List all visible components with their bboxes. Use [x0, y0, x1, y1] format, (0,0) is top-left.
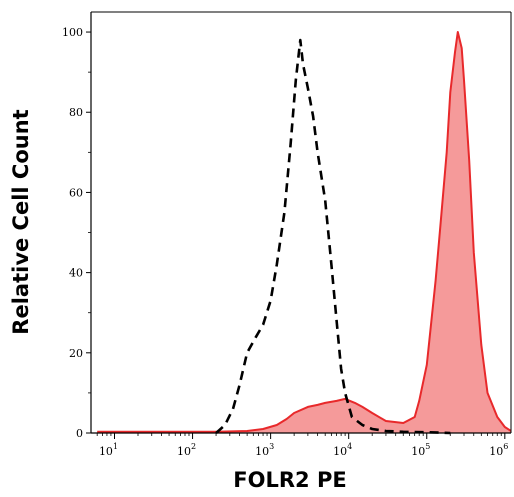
x-tick-label: 102 [177, 442, 196, 458]
x-tick-label: 101 [99, 442, 118, 458]
y-tick-label: 40 [69, 267, 83, 280]
ticks: 0 20 40 60 80 100 101 102 103 104 105 106 [62, 26, 508, 458]
y-tick-label: 20 [69, 347, 83, 360]
y-tick-label: 60 [69, 186, 83, 199]
x-tick-label: 104 [333, 442, 352, 458]
filled-histogram-outline [97, 31, 512, 433]
x-axis-title: FOLR2 PE [233, 468, 346, 492]
x-tick-label: 105 [411, 442, 430, 458]
y-tick-label: 100 [62, 26, 83, 39]
x-tick-label: 103 [255, 442, 274, 458]
axes [90, 11, 512, 434]
y-tick-label: 80 [69, 106, 83, 119]
dashed-histogram-outline [215, 38, 451, 435]
y-tick-label: 0 [76, 427, 83, 440]
filled-histogram-area [97, 32, 511, 433]
y-axis-title: Relative Cell Count [9, 109, 33, 334]
plot-series [97, 31, 512, 435]
x-tick-label: 106 [489, 442, 508, 458]
